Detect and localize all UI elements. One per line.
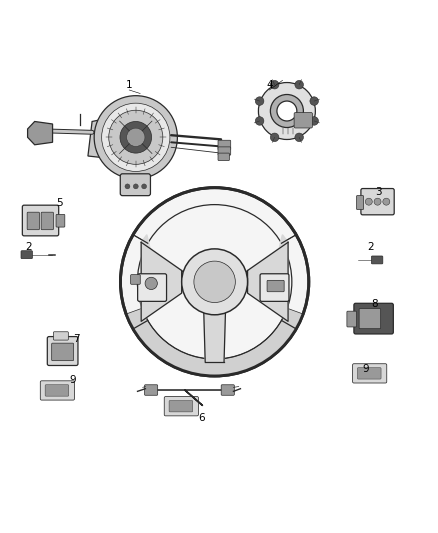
Circle shape bbox=[194, 261, 235, 303]
FancyBboxPatch shape bbox=[40, 381, 74, 400]
Circle shape bbox=[127, 128, 145, 147]
Circle shape bbox=[120, 122, 152, 153]
Circle shape bbox=[310, 97, 318, 106]
FancyBboxPatch shape bbox=[53, 332, 68, 340]
Text: 1: 1 bbox=[126, 80, 133, 90]
Circle shape bbox=[270, 133, 279, 142]
Circle shape bbox=[255, 117, 264, 125]
Text: 2: 2 bbox=[367, 242, 374, 252]
Polygon shape bbox=[141, 235, 188, 277]
FancyBboxPatch shape bbox=[52, 343, 74, 361]
Circle shape bbox=[94, 96, 177, 179]
FancyBboxPatch shape bbox=[218, 147, 231, 155]
Circle shape bbox=[109, 110, 163, 164]
Circle shape bbox=[270, 94, 304, 127]
Circle shape bbox=[277, 101, 297, 121]
FancyBboxPatch shape bbox=[357, 196, 364, 209]
FancyBboxPatch shape bbox=[131, 274, 140, 284]
FancyBboxPatch shape bbox=[120, 174, 151, 196]
FancyBboxPatch shape bbox=[260, 274, 289, 301]
FancyBboxPatch shape bbox=[354, 303, 393, 334]
Circle shape bbox=[141, 184, 147, 189]
Circle shape bbox=[120, 188, 309, 376]
Polygon shape bbox=[126, 308, 303, 376]
FancyBboxPatch shape bbox=[56, 214, 65, 227]
Circle shape bbox=[182, 249, 247, 315]
FancyBboxPatch shape bbox=[353, 364, 387, 383]
Text: 3: 3 bbox=[375, 187, 382, 197]
Text: 4: 4 bbox=[266, 80, 273, 90]
Polygon shape bbox=[241, 235, 288, 277]
Polygon shape bbox=[28, 122, 53, 145]
Text: 5: 5 bbox=[56, 198, 63, 208]
FancyBboxPatch shape bbox=[145, 385, 158, 395]
FancyBboxPatch shape bbox=[221, 385, 234, 395]
FancyBboxPatch shape bbox=[45, 385, 69, 396]
FancyBboxPatch shape bbox=[41, 212, 53, 230]
FancyBboxPatch shape bbox=[267, 280, 284, 292]
Text: 7: 7 bbox=[73, 334, 80, 344]
Text: 9: 9 bbox=[362, 365, 369, 374]
Circle shape bbox=[295, 133, 304, 142]
FancyBboxPatch shape bbox=[21, 251, 32, 259]
Circle shape bbox=[145, 277, 157, 289]
Text: 6: 6 bbox=[198, 413, 205, 423]
FancyBboxPatch shape bbox=[218, 153, 230, 160]
FancyBboxPatch shape bbox=[27, 212, 39, 230]
FancyBboxPatch shape bbox=[47, 336, 78, 366]
Circle shape bbox=[258, 83, 315, 140]
Text: 9: 9 bbox=[69, 375, 76, 385]
Circle shape bbox=[125, 184, 130, 189]
Polygon shape bbox=[88, 115, 127, 160]
Circle shape bbox=[374, 198, 381, 205]
FancyBboxPatch shape bbox=[361, 189, 394, 215]
Circle shape bbox=[310, 117, 318, 125]
Polygon shape bbox=[247, 243, 288, 321]
Circle shape bbox=[133, 184, 138, 189]
Text: 2: 2 bbox=[25, 242, 32, 252]
FancyBboxPatch shape bbox=[164, 397, 198, 416]
Polygon shape bbox=[203, 296, 226, 362]
FancyBboxPatch shape bbox=[294, 112, 312, 128]
Circle shape bbox=[383, 198, 390, 205]
FancyBboxPatch shape bbox=[218, 140, 231, 150]
FancyBboxPatch shape bbox=[357, 368, 381, 379]
FancyBboxPatch shape bbox=[347, 311, 357, 327]
Text: 8: 8 bbox=[371, 298, 378, 309]
Circle shape bbox=[255, 97, 264, 106]
FancyBboxPatch shape bbox=[22, 205, 59, 236]
Circle shape bbox=[102, 103, 170, 172]
Circle shape bbox=[295, 80, 304, 89]
Polygon shape bbox=[141, 243, 182, 321]
Circle shape bbox=[270, 80, 279, 89]
FancyBboxPatch shape bbox=[138, 274, 166, 301]
FancyBboxPatch shape bbox=[359, 309, 381, 329]
Circle shape bbox=[365, 198, 372, 205]
FancyBboxPatch shape bbox=[169, 400, 193, 412]
FancyBboxPatch shape bbox=[371, 256, 383, 264]
